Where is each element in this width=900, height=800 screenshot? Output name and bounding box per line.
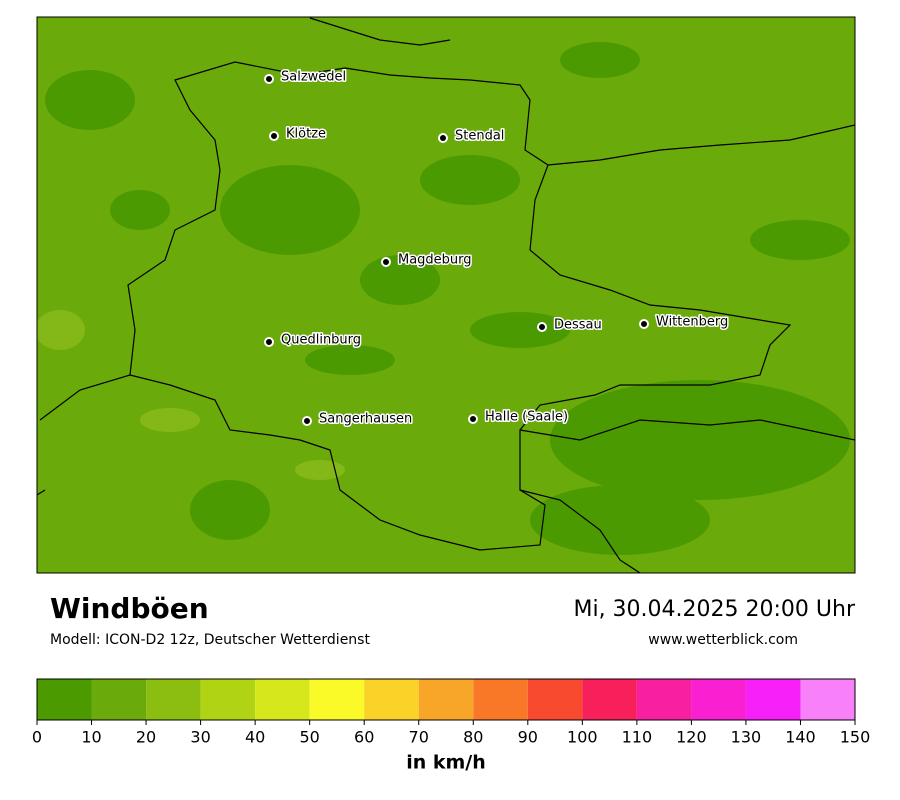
borders [37, 17, 855, 573]
colorbar-tick-label: 140 [785, 728, 816, 747]
colorbar-segment [745, 679, 801, 720]
colorbar-tick-label: 30 [190, 728, 210, 747]
city-layer: Salzwedel Klötze Stendal Magdeburg Dessau Wit… [264, 68, 730, 428]
colorbar-tick-label: 0 [32, 728, 42, 747]
colorbar-tick-label: 60 [354, 728, 374, 747]
colorbar-unit: in km/h [406, 752, 486, 774]
colorbar-segment [146, 679, 201, 720]
map [37, 17, 855, 573]
colorbar-tick-label: 80 [463, 728, 483, 747]
city-marker [264, 74, 274, 84]
city-label: Halle (Saale) [485, 410, 568, 425]
colorbar-tick-label: 40 [245, 728, 265, 747]
city-marker [537, 322, 547, 332]
colorbar-tick-label: 90 [518, 728, 538, 747]
colorbar-tick-label: 150 [840, 728, 871, 747]
colorbar-segment [527, 679, 583, 720]
colorbar-segment [309, 679, 365, 720]
city-label: Klötze [286, 127, 326, 142]
colorbar-tick-label: 100 [567, 728, 598, 747]
wind-field-light [37, 310, 345, 480]
city-marker [269, 131, 279, 141]
city-label: Dessau [554, 318, 602, 333]
colorbar-segment [200, 679, 256, 720]
colorbar-segment [418, 679, 474, 720]
city-label: Salzwedel [281, 70, 346, 85]
city-label: Quedlinburg [281, 333, 361, 348]
colorbar-tick-label: 70 [409, 728, 429, 747]
city-label: Magdeburg [398, 253, 472, 268]
city-marker [438, 133, 448, 143]
colorbar-segment [255, 679, 310, 720]
city-label: Wittenberg [656, 315, 728, 330]
city-marker [639, 319, 649, 329]
colorbar-tick-label: 10 [81, 728, 101, 747]
colorbar-segment [473, 679, 528, 720]
datetime: Mi, 30.04.2025 20:00 Uhr [573, 597, 855, 622]
city-marker [264, 337, 274, 347]
colorbar-segment [582, 679, 637, 720]
map-frame [36, 16, 856, 574]
colorbar-tick-label: 120 [676, 728, 707, 747]
wind-field-dark [45, 42, 850, 555]
city-label: Sangerhausen [319, 412, 412, 427]
colorbar-tick-label: 130 [731, 728, 762, 747]
colorbar: 0 10 20 30 40 50 60 70 80 90 100 110 120 130 140 150 [32, 678, 871, 747]
colorbar-tick-label: 50 [299, 728, 319, 747]
city-label: Stendal [455, 129, 504, 144]
colorbar-tick-label: 20 [136, 728, 156, 747]
city-marker [381, 257, 391, 267]
colorbar-segment [800, 679, 855, 720]
title: Windböen [50, 592, 209, 625]
city-marker [468, 414, 478, 424]
colorbar-segment [91, 679, 147, 720]
city-marker [302, 416, 312, 426]
colorbar-segment [364, 679, 419, 720]
colorbar-segment [37, 679, 92, 720]
colorbar-segment [636, 679, 692, 720]
colorbar-frame [36, 678, 856, 721]
subtitle: Modell: ICON-D2 12z, Deutscher Wetterdie… [50, 632, 370, 648]
colorbar-segment [691, 679, 746, 720]
colorbar-tick-label: 110 [622, 728, 653, 747]
website: www.wetterblick.com [648, 632, 798, 648]
